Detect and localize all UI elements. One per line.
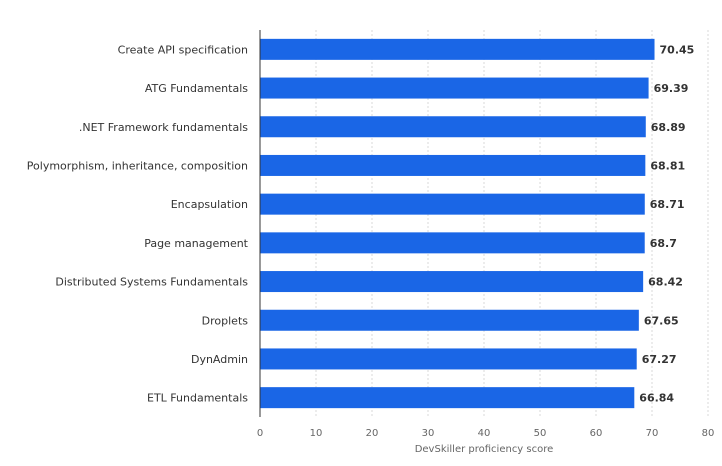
category-label: .NET Framework fundamentals (79, 121, 248, 134)
bar (260, 193, 645, 215)
bar (260, 77, 649, 99)
value-label: 70.45 (660, 43, 695, 56)
x-tick-label: 50 (534, 428, 547, 439)
value-label: 67.65 (644, 314, 679, 327)
x-tick-label: 20 (366, 428, 379, 439)
x-tick-label: 40 (478, 428, 491, 439)
value-label: 68.89 (651, 121, 686, 134)
bar (260, 38, 655, 60)
category-label: ATG Fundamentals (145, 82, 248, 95)
bar (260, 387, 635, 409)
x-tick-label: 80 (702, 428, 715, 439)
value-label: 68.7 (650, 237, 677, 250)
value-label: 69.39 (654, 82, 689, 95)
value-label: 67.27 (642, 353, 677, 366)
category-label: Page management (144, 237, 248, 250)
x-axis-title: DevSkiller proficiency score (415, 444, 554, 455)
x-tick-label: 70 (646, 428, 659, 439)
value-label: 66.84 (639, 392, 674, 405)
category-labels: Create API specification ATG Fundamentals… (27, 43, 249, 404)
bar (260, 271, 644, 293)
value-label: 68.71 (650, 198, 685, 211)
bar (260, 232, 645, 254)
category-label: Polymorphism, inheritance, composition (27, 159, 248, 172)
bars (260, 38, 655, 409)
x-tick-label: 0 (257, 428, 263, 439)
category-label: Droplets (202, 314, 249, 327)
x-tick-label: 30 (422, 428, 435, 439)
value-labels: 70.45 69.39 68.89 68.81 68.71 68.7 68.42 67.65 6… (639, 43, 694, 404)
value-label: 68.81 (650, 159, 685, 172)
bar (260, 348, 637, 370)
bar (260, 116, 646, 138)
value-label: 68.42 (648, 276, 683, 289)
category-label: ETL Fundamentals (147, 392, 248, 405)
x-tick-label: 10 (310, 428, 323, 439)
x-tick-label: 60 (590, 428, 603, 439)
x-axis-ticks: 0 10 20 30 40 50 60 70 80 (257, 428, 715, 439)
category-label: DynAdmin (191, 353, 248, 366)
bar (260, 309, 639, 331)
bar (260, 154, 646, 176)
category-label: Create API specification (118, 43, 248, 56)
category-label: Encapsulation (171, 198, 248, 211)
category-label: Distributed Systems Fundamentals (55, 276, 248, 289)
